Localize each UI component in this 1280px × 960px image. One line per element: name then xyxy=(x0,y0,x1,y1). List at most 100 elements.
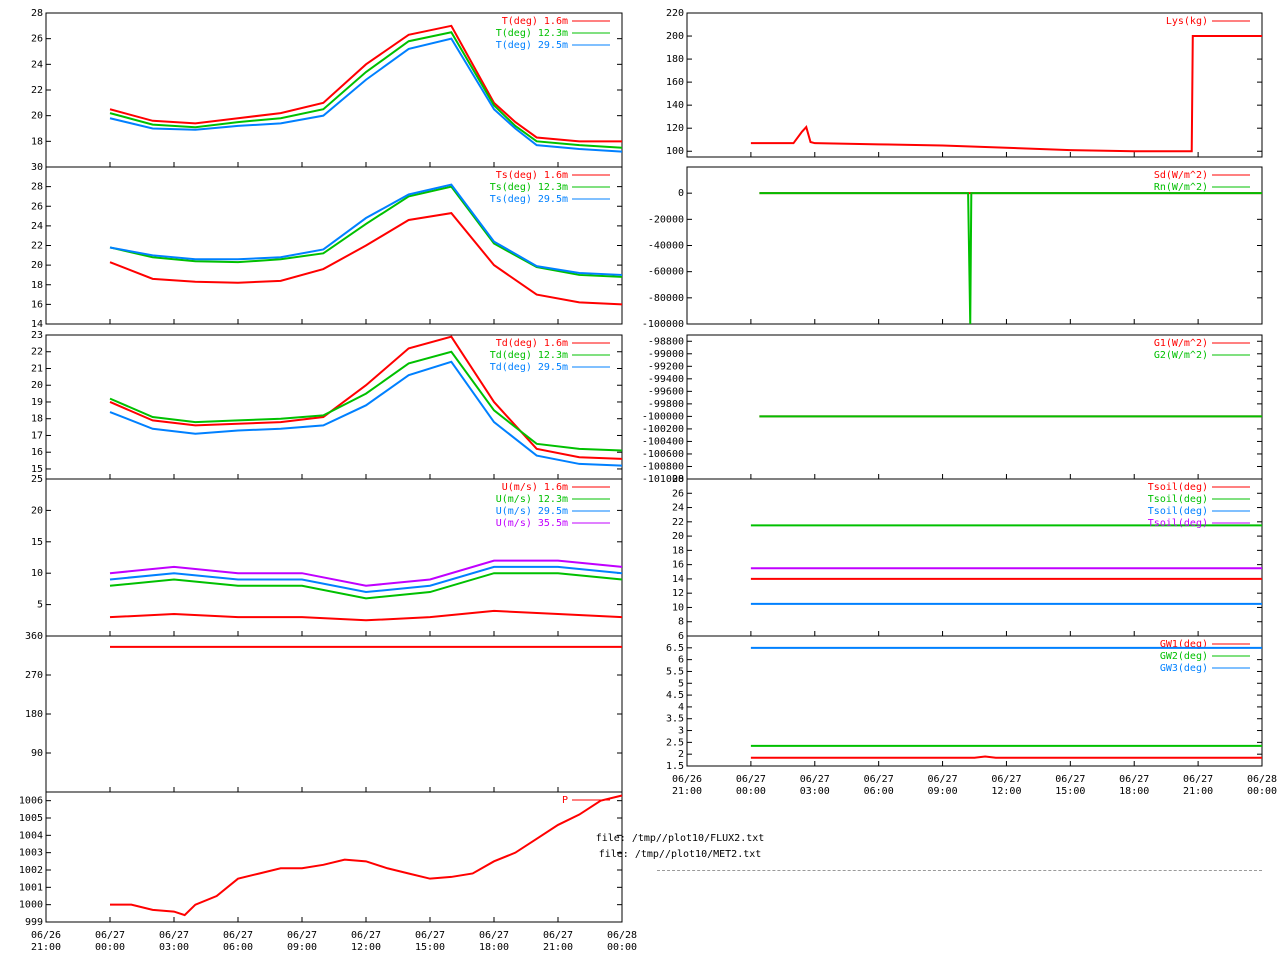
legend-label: GW1(deg) xyxy=(1160,639,1208,650)
x-tick-label-date: 06/26 xyxy=(672,774,702,785)
y-tick-label: 20 xyxy=(31,260,43,271)
y-tick-label: -99200 xyxy=(648,361,684,372)
y-tick-label: 25 xyxy=(31,474,43,485)
y-tick-label: 1003 xyxy=(19,848,43,859)
x-tick-label-time: 21:00 xyxy=(543,942,573,953)
y-tick-label: 28 xyxy=(31,182,43,193)
y-tick-label: 24 xyxy=(31,221,43,232)
plot-frame xyxy=(45,478,623,637)
x-tick-label-time: 09:00 xyxy=(287,942,317,953)
y-tick-label: 10 xyxy=(31,568,43,579)
legend-label: Rn(W/m^2) xyxy=(1154,182,1208,193)
y-tick-label: 26 xyxy=(31,34,43,45)
y-tick-label: 220 xyxy=(666,8,684,19)
y-tick-label: 18 xyxy=(672,545,684,556)
y-tick-label: -99000 xyxy=(648,349,684,360)
y-tick-label: 10 xyxy=(672,602,684,613)
x-tick-label-date: 06/27 xyxy=(351,930,381,941)
y-tick-label: 140 xyxy=(666,100,684,111)
y-tick-label: 22 xyxy=(672,517,684,528)
legend-label: Td(deg) 12.3m xyxy=(490,350,568,361)
y-tick-label: 30 xyxy=(31,162,43,173)
y-tick-label: 6 xyxy=(678,631,684,642)
chart-temperature: 18 20 22 24 26 28 T(deg) 1.6mT(deg) 12.3mT(deg… xyxy=(31,8,623,168)
plot-frame xyxy=(45,635,623,793)
series-line xyxy=(109,559,623,587)
x-tick-label-time: 00:00 xyxy=(736,786,766,797)
y-tick-label: -99400 xyxy=(648,374,684,385)
series-line xyxy=(109,37,623,153)
y-tick-label: -99600 xyxy=(648,386,684,397)
y-tick-label: 15 xyxy=(31,537,43,548)
series-line xyxy=(109,335,623,460)
y-tick-label: 14 xyxy=(672,574,684,585)
y-tick-label: -100600 xyxy=(642,449,684,460)
x-tick-label-date: 06/27 xyxy=(415,930,445,941)
legend-label: P xyxy=(562,795,568,806)
chart-radiation: -100000 -80000 -60000 -40000 -20000 0 Sd(W/m^2… xyxy=(642,166,1263,330)
y-tick-label: -100000 xyxy=(642,319,684,330)
y-tick-label: 20 xyxy=(672,531,684,542)
y-tick-label: 1004 xyxy=(19,830,43,841)
series-line xyxy=(109,350,623,452)
legend-label: Ts(deg) 12.3m xyxy=(490,182,568,193)
y-tick-label: -20000 xyxy=(648,214,684,225)
y-tick-label: 23 xyxy=(31,330,43,341)
file-path-met: file: /tmp//plot10/MET2.txt xyxy=(598,849,762,860)
y-tick-label: 18 xyxy=(31,280,43,291)
series-line xyxy=(109,572,623,600)
y-tick-label: 4.5 xyxy=(666,690,684,701)
y-tick-label: -100200 xyxy=(642,424,684,435)
y-tick-label: 5.5 xyxy=(666,666,684,677)
x-tick-label-date: 06/27 xyxy=(543,930,573,941)
y-tick-label: -100000 xyxy=(642,411,684,422)
plot-frame xyxy=(686,478,1263,637)
x-tick-label-time: 15:00 xyxy=(1055,786,1085,797)
x-tick-label-time: 06:00 xyxy=(223,942,253,953)
x-tick-label-time: 18:00 xyxy=(1119,786,1149,797)
y-tick-label: 1.5 xyxy=(666,761,684,772)
series-line xyxy=(759,192,1262,325)
x-tick-label-time: 12:00 xyxy=(991,786,1021,797)
footer-separator xyxy=(657,870,1262,871)
x-tick-label-date: 06/27 xyxy=(991,774,1021,785)
legend-label: Td(deg) 29.5m xyxy=(490,362,568,373)
x-tick-label-date: 06/27 xyxy=(223,930,253,941)
plot-frame xyxy=(45,791,623,923)
legend-label: G1(W/m^2) xyxy=(1154,338,1208,349)
x-tick-label-time: 03:00 xyxy=(159,942,189,953)
y-tick-label: -98800 xyxy=(648,336,684,347)
x-tick-label-date: 06/27 xyxy=(95,930,125,941)
x-tick-label-time: 21:00 xyxy=(672,786,702,797)
y-tick-label: 2 xyxy=(678,749,684,760)
x-tick-label-time: 09:00 xyxy=(928,786,958,797)
y-tick-label: -60000 xyxy=(648,267,684,278)
legend-label: T(deg) 29.5m xyxy=(496,40,568,51)
x-tick-label-date: 06/27 xyxy=(479,930,509,941)
y-tick-label: 270 xyxy=(25,670,43,681)
legend-label: U(m/s) 1.6m xyxy=(502,482,568,493)
y-tick-label: 8 xyxy=(678,617,684,628)
y-tick-label: 3.5 xyxy=(666,714,684,725)
y-tick-label: 20 xyxy=(31,380,43,391)
legend-label: U(m/s) 29.5m xyxy=(496,506,568,517)
legend-label: U(m/s) 12.3m xyxy=(496,494,568,505)
x-tick-label-time: 00:00 xyxy=(607,942,637,953)
plot-frame xyxy=(686,334,1263,480)
y-tick-label: 1006 xyxy=(19,796,43,807)
x-tick-label-date: 06/27 xyxy=(928,774,958,785)
y-tick-label: 26 xyxy=(31,201,43,212)
series-line xyxy=(750,755,1262,759)
x-tick-label-date: 06/27 xyxy=(864,774,894,785)
series-line xyxy=(750,35,1262,153)
y-tick-label: 2.5 xyxy=(666,737,684,748)
x-tick-label-time: 18:00 xyxy=(479,942,509,953)
y-tick-label: 16 xyxy=(31,447,43,458)
x-tick-label-date: 06/26 xyxy=(31,930,61,941)
y-tick-label: -80000 xyxy=(648,293,684,304)
x-tick-label-time: 15:00 xyxy=(415,942,445,953)
y-tick-label: 180 xyxy=(666,54,684,65)
y-tick-label: 21 xyxy=(31,363,43,374)
